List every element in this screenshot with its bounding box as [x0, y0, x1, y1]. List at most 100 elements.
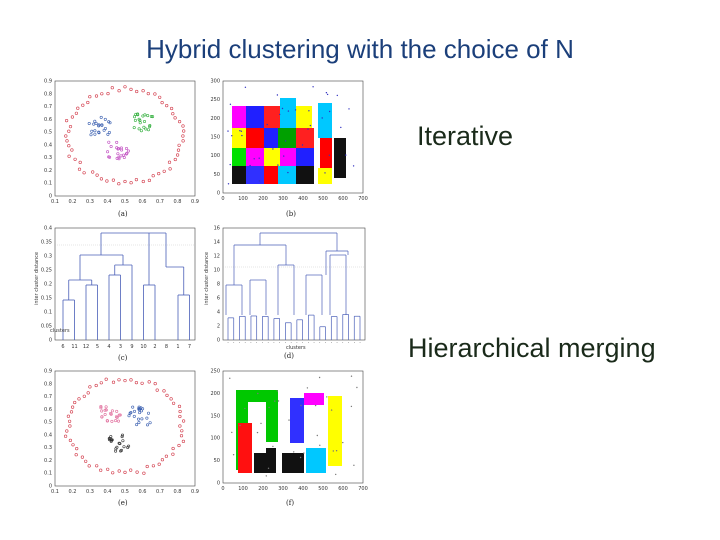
- data-point: [146, 92, 150, 96]
- data-point: [81, 103, 85, 107]
- panel-e-caption: (e): [118, 499, 128, 507]
- x-tick-label: 3: [119, 344, 122, 350]
- data-point: [71, 443, 75, 447]
- noise-point: [253, 158, 255, 160]
- panel-a-scatter: 0.9 0.8 0.7 0.6 0.5 0.4 0.3 0.2 0.1 0 0.1 0.2 0.3 0.4…: [30, 78, 200, 220]
- noise-point: [324, 172, 326, 174]
- panel-c-caption: (c): [118, 354, 128, 362]
- data-point: [171, 452, 175, 456]
- data-point: [93, 132, 97, 136]
- data-point: [178, 424, 182, 428]
- data-point: [74, 111, 79, 115]
- data-point: [110, 409, 114, 413]
- cluster-block: [254, 453, 266, 473]
- data-point: [129, 181, 133, 185]
- data-point: [148, 421, 152, 425]
- data-point: [94, 383, 98, 388]
- data-point: [74, 453, 78, 457]
- y-tick-label: 300: [210, 79, 220, 85]
- data-point: [170, 106, 174, 111]
- data-point: [171, 446, 175, 451]
- cluster-block: [280, 148, 296, 166]
- data-point: [91, 170, 95, 174]
- x-tick-label: 0.9: [191, 489, 199, 495]
- y-tick-label: 0.1: [44, 471, 52, 477]
- data-point: [129, 410, 133, 414]
- data-point: [77, 397, 81, 401]
- y-tick-label: 0: [49, 194, 52, 200]
- y-tick-label: 10: [214, 268, 220, 274]
- x-tick-label: 0.3: [86, 489, 94, 495]
- y-tick-label: 0.8: [44, 91, 52, 97]
- data-point: [111, 471, 115, 475]
- data-point: [119, 154, 123, 158]
- noise-point: [277, 164, 279, 166]
- x-tick-label: 0.8: [174, 199, 182, 205]
- data-point: [135, 423, 139, 427]
- y-tick-label: 0.2: [44, 168, 52, 174]
- data-point: [88, 385, 92, 389]
- data-point: [114, 449, 118, 453]
- x-tick-label: 0: [221, 486, 224, 492]
- leaf-marker: ·: [348, 340, 350, 346]
- x-tick-label: 0.5: [121, 199, 129, 205]
- y-tick-label: 0.3: [44, 445, 52, 451]
- cluster-block: [246, 106, 264, 128]
- x-tick-label: 9: [130, 344, 133, 350]
- panel-d-dendrogram: 16 14 12 10 8 6 4 2 0 · · · · · · · · · · · · · · · · · · · · · · · · i…: [198, 225, 373, 365]
- data-point: [180, 429, 184, 433]
- data-point: [115, 156, 119, 160]
- data-point: [106, 132, 110, 136]
- data-point: [141, 89, 145, 93]
- data-point: [160, 101, 164, 105]
- data-point: [105, 419, 109, 423]
- data-point: [92, 122, 96, 126]
- y-tick-label: 12: [214, 254, 220, 260]
- data-point: [64, 134, 68, 138]
- noise-point: [241, 134, 243, 137]
- data-point: [77, 167, 82, 171]
- data-point: [115, 140, 119, 144]
- data-point: [68, 124, 73, 129]
- noise-point: [356, 386, 358, 389]
- y-tick-label: 250: [210, 97, 220, 103]
- data-point: [147, 380, 151, 384]
- data-point: [160, 458, 164, 462]
- data-point: [157, 462, 161, 466]
- leaf-marker: ·: [244, 340, 246, 346]
- data-point: [120, 435, 124, 439]
- data-point: [135, 470, 139, 474]
- x-tick-label: 0.3: [86, 199, 94, 205]
- x-tick-label: 300: [278, 486, 288, 492]
- data-point: [176, 153, 180, 157]
- noise-point: [300, 404, 302, 407]
- noise-point: [293, 451, 295, 453]
- x-tick-label: 0.2: [69, 489, 77, 495]
- data-point: [104, 408, 108, 412]
- data-point: [149, 114, 153, 118]
- data-point: [68, 424, 72, 428]
- data-point: [87, 464, 91, 468]
- data-point: [134, 112, 138, 116]
- data-point: [177, 443, 181, 448]
- leaf-marker: ·: [290, 340, 292, 346]
- data-point: [137, 417, 141, 421]
- data-point: [123, 85, 127, 89]
- noise-point: [231, 431, 233, 434]
- data-point: [138, 118, 142, 122]
- leaf-marker: ·: [325, 340, 327, 346]
- x-tick-label: 5: [96, 344, 99, 350]
- data-point: [82, 394, 86, 398]
- data-point: [121, 433, 125, 437]
- data-point: [97, 131, 101, 135]
- noise-point: [239, 130, 241, 132]
- noise-point: [353, 464, 355, 466]
- data-point: [137, 405, 141, 409]
- data-point: [146, 114, 150, 118]
- y-tick-label: 250: [210, 369, 220, 375]
- panel-e-plot: 0.90.80.70.60.50.40.30.20.100.1 0.2 0.3 0.4…: [44, 369, 199, 508]
- data-point: [93, 119, 97, 123]
- panel-f-caption: (f): [286, 499, 294, 507]
- data-point: [107, 130, 111, 134]
